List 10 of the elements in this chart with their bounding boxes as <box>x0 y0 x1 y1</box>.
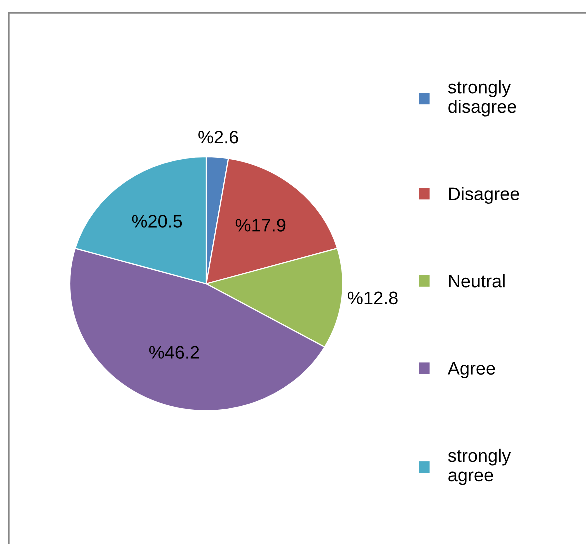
legend-label: strongly disagree <box>448 80 516 117</box>
legend-label: strongly agree <box>448 448 512 486</box>
data-label: %46.2 <box>149 346 200 359</box>
legend-label: Disagree <box>449 187 520 204</box>
data-label: %17.9 <box>236 219 286 232</box>
data-label: %20.5 <box>132 215 182 228</box>
legend-label: Agree <box>448 362 496 379</box>
legend-label: Neutral <box>449 274 505 288</box>
data-label: %12.8 <box>348 292 398 305</box>
data-label: %2.6 <box>198 130 238 144</box>
